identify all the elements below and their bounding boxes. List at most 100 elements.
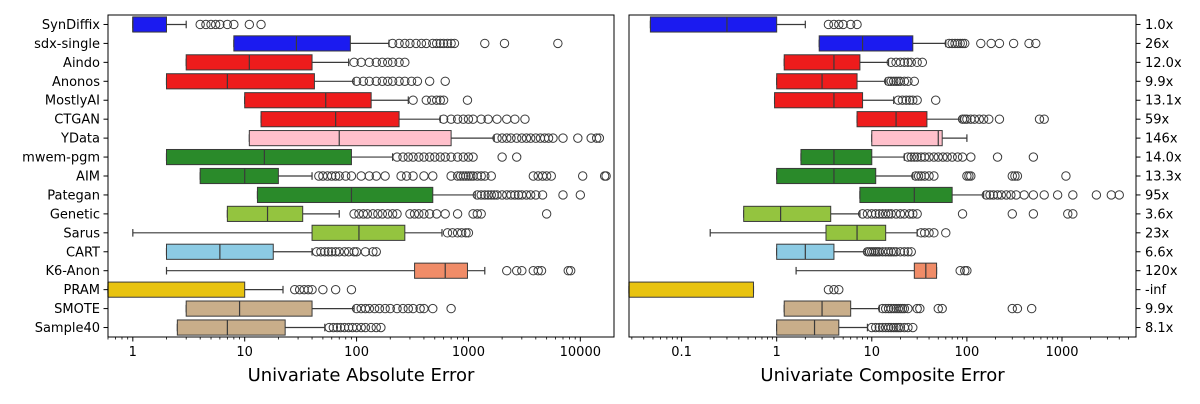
comp-box-genetic — [743, 205, 832, 222]
abs-outlier-aim — [380, 171, 390, 181]
comp-outlier-mwem-pgm — [906, 152, 916, 162]
abs-outlier-aindo — [364, 57, 375, 68]
abs-outlier-genetic — [476, 209, 486, 219]
abs-outlier-pram — [299, 284, 309, 295]
abs-outlier-ctgan — [520, 114, 530, 124]
abs-outlier-aim — [346, 171, 357, 181]
comp-outlier-aindo — [899, 57, 910, 68]
comp-outlier-ctgan — [1034, 114, 1045, 124]
abs-box-pategan — [256, 186, 434, 204]
abs-box-genetic — [226, 205, 304, 222]
comp-panel: 0.1 1 10 100 1000 Univariate Composite Error 1… — [628, 14, 1182, 386]
comp-outlier-sample40 — [893, 322, 903, 333]
abs-outlier-smote — [385, 303, 395, 314]
ratio-label-mostlyai: 13.1x — [1145, 94, 1182, 109]
abs-box-group-aim — [199, 167, 611, 185]
abs-outlier-cart — [339, 247, 350, 257]
abs-outlier-genetic — [472, 209, 483, 219]
abs-outlier-k6-anon — [563, 266, 573, 276]
comp-outlier-k6-anon — [962, 266, 972, 276]
comp-outlier-mostlyai — [897, 95, 908, 105]
abs-outlier-ydata — [594, 133, 605, 143]
abs-outlier-mostlyai — [462, 95, 473, 105]
comp-outlier-genetic — [867, 209, 877, 219]
abs-outlier-sdx-single — [394, 38, 404, 49]
abs-outlier-sdx-single — [480, 38, 490, 49]
abs-outlier-smote — [360, 303, 371, 314]
comp-outlier-genetic — [880, 209, 891, 219]
comp-outlier-anonos — [903, 76, 913, 86]
abs-outlier-sdx-single — [442, 38, 453, 49]
abs-outlier-genetic — [373, 209, 383, 219]
abs-outlier-mwem-pgm — [392, 152, 402, 162]
abs-outlier-ctgan — [438, 114, 449, 124]
comp-outlier-aim — [1061, 171, 1071, 181]
abs-box-group-sample40 — [176, 319, 386, 336]
comp-outlier-mostlyai — [904, 95, 915, 105]
abs-outlier-mwem-pgm — [398, 152, 408, 162]
abs-outlier-sarus — [463, 228, 474, 238]
abs-outlier-anonos — [400, 76, 410, 86]
abs-outlier-sarus — [456, 228, 467, 238]
abs-box-sdx-single — [233, 35, 351, 52]
abs-outlier-smote — [369, 303, 380, 314]
abs-box-anonos — [165, 73, 315, 90]
abs-outlier-ydata — [573, 133, 583, 143]
abs-outlier-pram — [330, 284, 341, 295]
abs-box-ctgan — [260, 111, 400, 128]
comp-outlier-syndiffix — [838, 19, 848, 30]
comp-box-group-sdx-single — [818, 35, 1041, 52]
abs-outlier-sdx-single — [435, 38, 445, 49]
comp-outlier-genetic — [871, 209, 881, 219]
comp-outlier-smote — [1007, 303, 1017, 314]
abs-box-k6-anon — [414, 262, 468, 279]
abs-outlier-pram — [346, 284, 357, 295]
abs-outlier-genetic — [414, 209, 424, 219]
comp-outlier-cart — [895, 247, 906, 257]
abs-outlier-sdx-single — [416, 38, 427, 49]
comp-outlier-ctgan — [969, 114, 980, 124]
comp-outlier-syndiffix — [829, 19, 839, 30]
comp-outlier-mostlyai — [931, 95, 941, 105]
abs-outlier-pategan — [531, 190, 541, 200]
abs-outlier-pategan — [537, 190, 548, 200]
abs-outlier-aim — [546, 171, 556, 181]
abs-outlier-pategan — [486, 190, 496, 200]
abs-outlier-ctgan — [502, 114, 512, 124]
abs-outlier-k6-anon — [533, 266, 543, 276]
abs-box-aim — [199, 167, 279, 185]
comp-outlier-sdx-single — [952, 38, 963, 49]
comp-outlier-ctgan — [960, 114, 970, 124]
comp-box-group-mostlyai — [773, 92, 941, 109]
comp-outlier-syndiffix — [834, 19, 844, 30]
abs-outlier-mwem-pgm — [463, 152, 474, 162]
comp-outlier-aim — [924, 171, 934, 181]
abs-outlier-aindo — [377, 57, 388, 68]
abs-outlier-genetic — [452, 209, 463, 219]
abs-x-tick-label: 1000 — [452, 345, 485, 360]
abs-x-tick-label: 10 — [236, 345, 253, 360]
abs-outlier-sdx-single — [499, 38, 510, 49]
comp-outlier-syndiffix — [845, 19, 856, 30]
comp-outlier-pram — [834, 284, 844, 295]
abs-outlier-k6-anon — [565, 266, 576, 276]
comp-outlier-aindo — [917, 57, 928, 68]
comp-outlier-sdx-single — [986, 38, 996, 49]
comp-outlier-pategan — [981, 190, 992, 200]
abs-outlier-sarus — [447, 228, 458, 238]
comp-outlier-mwem-pgm — [938, 152, 948, 162]
comp-outlier-mwem-pgm — [909, 152, 920, 162]
comp-outlier-sdx-single — [955, 38, 965, 49]
comp-outlier-sample40 — [867, 322, 877, 333]
ratio-label-sarus: 23x — [1145, 226, 1170, 241]
abs-outlier-sdx-single — [446, 38, 456, 49]
abs-outlier-ydata — [558, 133, 568, 143]
ratio-label-cart: 6.6x — [1145, 245, 1174, 260]
comp-box-group-pram — [628, 281, 844, 298]
comp-outlier-sample40 — [886, 322, 896, 333]
comp-x-tick-label: 1 — [773, 345, 781, 360]
abs-outlier-pategan — [525, 190, 536, 200]
comp-outlier-genetic — [957, 209, 968, 219]
comp-outlier-mostlyai — [912, 95, 922, 105]
